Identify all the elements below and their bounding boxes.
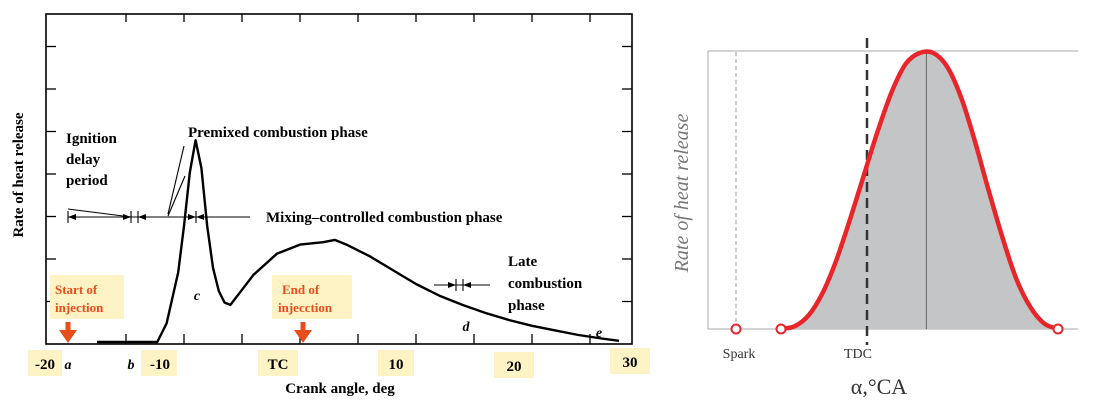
heat-release-curve: [97, 139, 620, 344]
ignition-label-line3: period: [66, 173, 108, 189]
heat-release-area: [781, 51, 1058, 330]
spark-marker: [730, 323, 742, 335]
left-plot-frame: [45, 13, 633, 345]
x-tick-label: 10: [389, 357, 404, 373]
start-injection-line2: injection: [55, 300, 104, 315]
premixed-label: Premixed combustion phase: [188, 125, 368, 141]
phase-intervals: [67, 145, 490, 291]
end-injection-arrow-head: [294, 330, 312, 343]
point-label-b: b: [128, 358, 135, 373]
right-ylabel: Rate of heat release: [671, 114, 693, 274]
point-label-e: e: [596, 326, 602, 341]
x-tick-label: 30: [623, 355, 638, 371]
late-label-line1: Late: [508, 254, 538, 270]
mixing-label: Mixing–controlled combustion phase: [266, 210, 503, 226]
x-tick-label: -20: [35, 357, 55, 373]
late-label-line2: combustion: [508, 276, 583, 292]
late-label-line3: phase: [508, 298, 545, 314]
left-ylabel: Rate of heat release: [11, 112, 27, 237]
left-xlabel: Crank angle, deg: [285, 381, 395, 397]
point-labels: a b c d e: [65, 289, 603, 373]
end-injection-line1: End of: [282, 282, 320, 297]
ignition-label-line2: delay: [66, 152, 101, 168]
injection-callouts: Start of injection End of injecction: [50, 275, 352, 319]
combustion-start-marker: [775, 323, 787, 335]
point-label-c: c: [194, 289, 201, 304]
point-label-a: a: [65, 358, 72, 373]
left-x-tick-labels: -20 -10 TC 10 20 30: [28, 348, 650, 378]
x-tick-label: 20: [507, 359, 522, 375]
injection-arrows: [59, 322, 312, 343]
combustion-end-marker: [1052, 323, 1064, 335]
end-injection-line2: injecction: [278, 300, 333, 315]
ignition-label-line1: Ignition: [66, 131, 118, 147]
left-y-ticks: [46, 45, 632, 303]
x-tick-label: -10: [150, 357, 170, 373]
start-injection-arrow-head: [59, 330, 77, 343]
spark-heat-release-chart: Rate of heat release Spark TDC α,°CA: [671, 38, 1078, 399]
heat-release-curve-right: [780, 49, 1059, 332]
start-injection-arrow-stem: [65, 322, 71, 331]
end-injection-arrow-stem: [300, 322, 306, 331]
right-xlabel: α,°CA: [851, 374, 907, 399]
x-tick-spark: Spark: [723, 347, 756, 362]
left-x-ticks: [125, 14, 591, 344]
point-label-d: d: [463, 320, 471, 335]
diesel-heat-release-chart: Rate of heat release -20 -10 TC 10 20 30…: [11, 13, 650, 397]
x-tick-tdc: TDC: [844, 347, 872, 362]
start-injection-line1: Start of: [55, 282, 98, 297]
left-annotations: Ignition delay period Premixed combustio…: [66, 125, 583, 314]
x-tick-label: TC: [268, 357, 289, 373]
interval-arrowheads: [68, 214, 471, 288]
